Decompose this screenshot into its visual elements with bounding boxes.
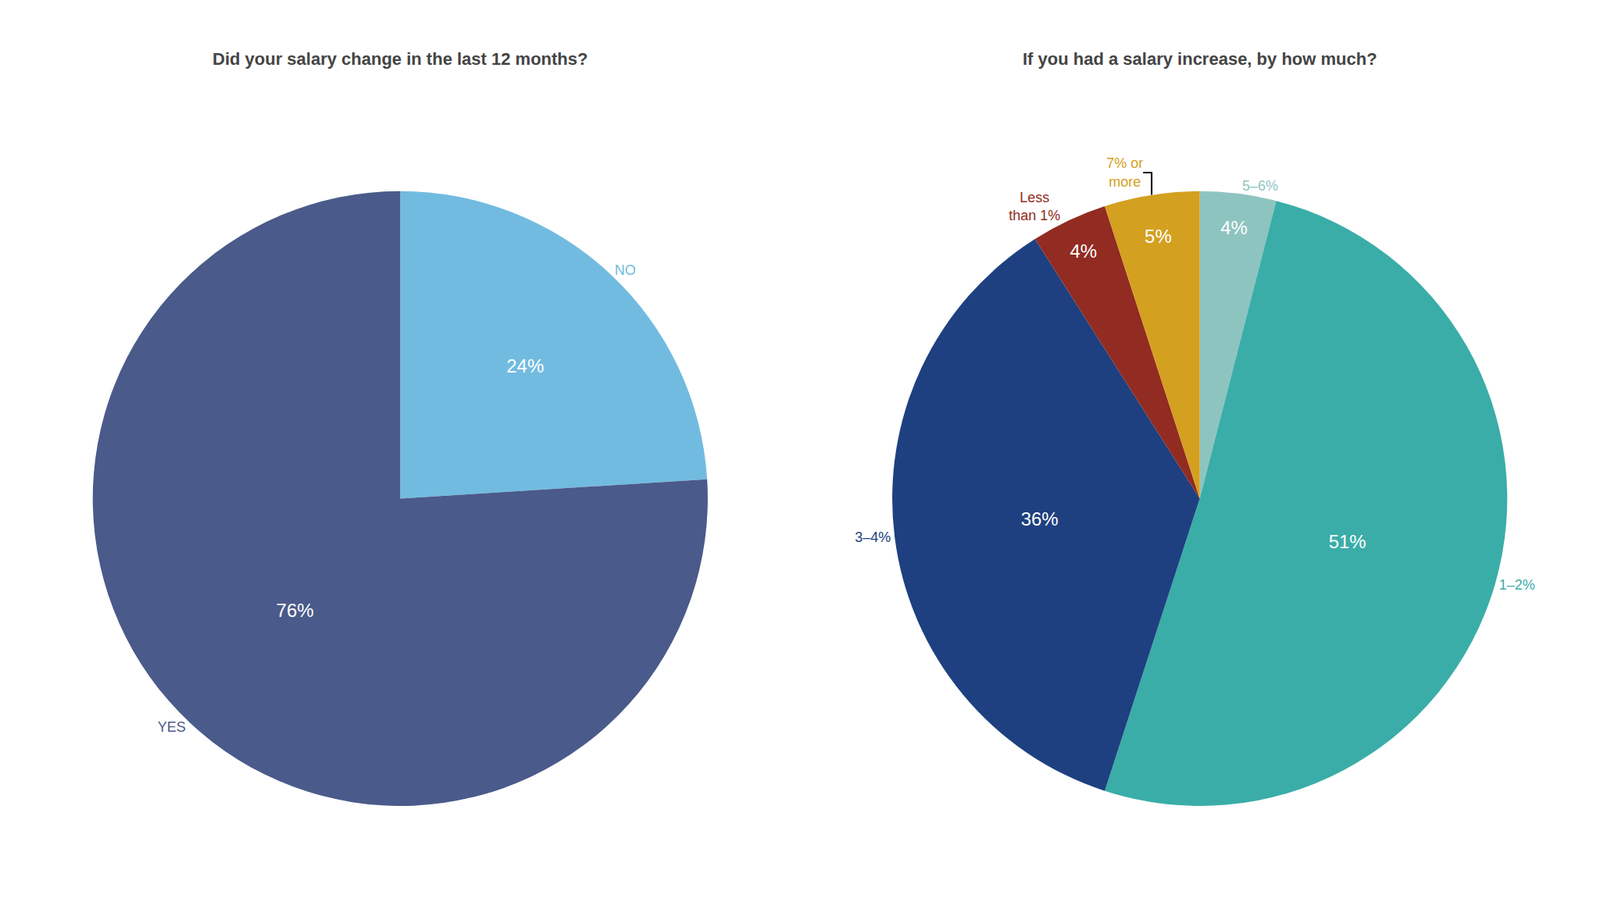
svg-text:51%: 51%: [1328, 531, 1367, 553]
svg-text:Did your salary change in the: Did your salary change in the last 12 mo…: [212, 49, 588, 69]
svg-text:Lessthan 1%: Lessthan 1%: [1008, 189, 1061, 224]
svg-text:4%: 4%: [1069, 240, 1097, 262]
svg-text:1–2%: 1–2%: [1499, 577, 1536, 593]
svg-text:5%: 5%: [1144, 225, 1172, 247]
svg-text:5–6%: 5–6%: [1242, 178, 1279, 194]
svg-text:NO: NO: [614, 262, 636, 279]
svg-text:3–4%: 3–4%: [854, 529, 891, 546]
svg-text:YES: YES: [157, 719, 186, 736]
svg-text:4%: 4%: [1220, 217, 1248, 239]
svg-text:76%: 76%: [276, 600, 315, 622]
svg-text:7% ormore: 7% ormore: [1106, 155, 1143, 190]
svg-text:24%: 24%: [506, 355, 544, 377]
svg-text:36%: 36%: [1021, 508, 1059, 530]
svg-text:If you had a salary increase,: If you had a salary increase, by how muc…: [1022, 49, 1378, 69]
